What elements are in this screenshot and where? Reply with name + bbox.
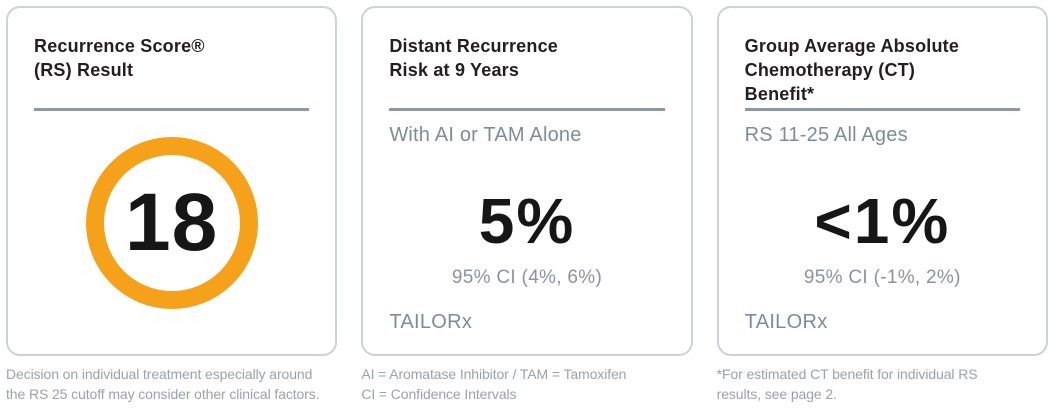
title-divider (744, 108, 1020, 111)
score-circle-area: 18 (34, 111, 309, 334)
rs-result-column: Recurrence Score® (RS) Result 18 Decisio… (6, 6, 338, 410)
card-title-line: Benefit* (744, 84, 815, 104)
rs-result-card: Recurrence Score® (RS) Result 18 (6, 6, 338, 356)
study-source-label: TAILORx (744, 311, 828, 333)
study-source-label: TAILORx (389, 311, 473, 333)
ct-benefit-card-title: Group Average Absolute Chemotherapy (CT)… (745, 34, 1020, 106)
footnote-line: AI = Aromatase Inhibitor / TAM = Tamoxif… (361, 366, 627, 382)
confidence-interval: 95% CI (-1%, 2%) (803, 267, 961, 288)
card-title-line: Distant Recurrence (389, 36, 558, 56)
ct-benefit-column: Group Average Absolute Chemotherapy (CT)… (716, 6, 1048, 410)
confidence-interval: 95% CI (4%, 6%) (451, 267, 603, 288)
card-title-line: Chemotherapy (CT) (744, 60, 916, 80)
footnote-line: Decision on individual treatment especia… (6, 366, 313, 382)
distant-recurrence-card: Distant Recurrence Risk at 9 Years With … (361, 6, 693, 356)
ct-benefit-card: Group Average Absolute Chemotherapy (CT)… (716, 6, 1048, 356)
rs-result-footnote: Decision on individual treatment especia… (6, 364, 337, 404)
ct-benefit-footnote: *For estimated CT benefit for individual… (717, 364, 1048, 404)
footnote-line: CI = Confidence Intervals (361, 386, 517, 402)
footnote-line: *For estimated CT benefit for individual… (716, 366, 978, 382)
rs-range-subtitle: RS 11-25 All Ages (744, 124, 908, 146)
title-divider (34, 108, 310, 111)
title-divider (389, 108, 665, 111)
card-title-line: Risk at 9 Years (389, 60, 520, 80)
recurrence-score-value: 18 (125, 176, 219, 268)
risk-percentage-value: 5% (478, 185, 576, 257)
footnote-line: the RS 25 cutoff may consider other clin… (6, 386, 320, 402)
card-title-line: Group Average Absolute (744, 36, 960, 56)
distant-recurrence-column: Distant Recurrence Risk at 9 Years With … (361, 6, 693, 410)
distant-recurrence-card-title: Distant Recurrence Risk at 9 Years (389, 34, 664, 106)
treatment-subtitle: With AI or TAM Alone (389, 124, 582, 146)
recurrence-score-ring: 18 (85, 136, 258, 309)
distant-recurrence-footnote: AI = Aromatase Inhibitor / TAM = Tamoxif… (361, 364, 692, 404)
footnote-line: results, see page 2. (716, 386, 837, 402)
card-title-line: Recurrence Score® (34, 36, 205, 56)
rs-result-card-title: Recurrence Score® (RS) Result (34, 34, 309, 106)
benefit-percentage-value: <1% (814, 185, 951, 257)
card-title-line: (RS) Result (34, 60, 134, 80)
